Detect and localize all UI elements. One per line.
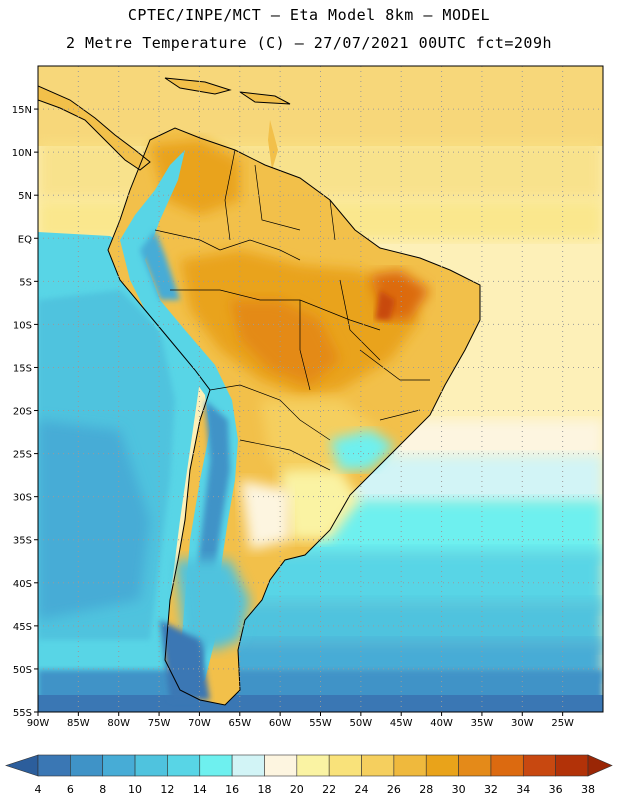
colorbar-swatch: [102, 754, 136, 777]
map-field: [38, 66, 603, 712]
colorbar-tick-label: 10: [128, 783, 142, 796]
colorbar-swatch: [37, 754, 71, 777]
colorbar-tick-label: 4: [35, 783, 42, 796]
lon-tick-label: 35W: [471, 718, 494, 729]
colorbar-tick-label: 18: [257, 783, 271, 796]
lon-tick-label: 70W: [188, 718, 211, 729]
colorbar-swatch: [231, 754, 265, 777]
chart-subtitle: 2 Metre Temperature (C) – 27/07/2021 00U…: [65, 34, 553, 52]
colorbar-min-arrow: [5, 754, 39, 777]
colorbar-tick-label: 38: [581, 783, 595, 796]
colorbar-tick-label: 12: [160, 783, 174, 796]
lat-tick-label: 50S: [13, 665, 32, 676]
lat-lon-grid: [38, 66, 603, 712]
colorbar-swatch: [199, 754, 233, 777]
colorbar-swatch: [555, 754, 589, 777]
colorbar-tick-label: 22: [322, 783, 336, 796]
lon-tick-label: 25W: [551, 718, 574, 729]
colorbar-swatch: [393, 754, 427, 777]
lat-tick-label: 30S: [13, 493, 32, 504]
lat-tick-label: 10S: [13, 320, 32, 331]
colorbar-swatch: [167, 754, 201, 777]
lon-tick-label: 75W: [148, 718, 171, 729]
colorbar-tick-label: 30: [452, 783, 466, 796]
lon-tick-label: 65W: [228, 718, 251, 729]
lon-tick-label: 30W: [511, 718, 534, 729]
colorbar-swatch: [296, 754, 330, 777]
colorbar-labels: 4 6 8 10 12 14 16 18 20 22 24 26 28 30 32 34 36 38: [35, 783, 596, 796]
colorbar-swatch: [134, 754, 168, 777]
colorbar-tick-label: 32: [484, 783, 498, 796]
colorbar-swatch: [70, 754, 104, 777]
colorbar-max-arrow: [587, 754, 613, 777]
colorbar-tick-label: 24: [355, 783, 369, 796]
country-borders: [154, 149, 430, 471]
colorbar-tick-label: 28: [419, 783, 433, 796]
colorbar-swatch: [264, 754, 298, 777]
chart-title: CPTEC/INPE/MCT – Eta Model 8km – MODEL: [127, 6, 491, 24]
colorbar-tick-label: 16: [225, 783, 239, 796]
lon-tick-label: 55W: [309, 718, 332, 729]
colorbar-swatch: [425, 754, 459, 777]
colorbar-tick-label: 6: [67, 783, 74, 796]
lat-tick-label: 40S: [13, 579, 32, 590]
colorbar-swatch: [328, 754, 362, 777]
lat-tick-label: 5S: [19, 277, 32, 288]
lat-tick-label: EQ: [18, 234, 32, 245]
lat-tick-label: 15S: [13, 363, 32, 374]
lat-tick-label: 15N: [12, 105, 32, 116]
colorbar-tick-label: 8: [99, 783, 106, 796]
colorbar-tick-label: 20: [290, 783, 304, 796]
colorbar-tick-label: 34: [516, 783, 530, 796]
lon-tick-label: 80W: [107, 718, 130, 729]
lat-tick-label: 45S: [13, 622, 32, 633]
coastline: [38, 77, 481, 706]
lat-tick-label: 5N: [18, 191, 32, 202]
colorbar-swatch: [361, 754, 395, 777]
lon-tick-label: 90W: [27, 718, 50, 729]
central-america-land: [38, 86, 150, 170]
colorbar-swatch: [458, 754, 492, 777]
longitude-labels: 90W 85W 80W 75W 70W 65W 60W 55W 50W 45W 40W 35W 30W 2…: [27, 718, 574, 729]
lat-tick-label: 10N: [12, 148, 32, 159]
colorbar-swatch: [522, 754, 556, 777]
latitude-labels: 15N 10N 5N EQ 5S 10S 15S 20S 25S 30S 35S 40S 45S 50S 5…: [12, 105, 32, 719]
lon-tick-label: 85W: [67, 718, 90, 729]
colorbar-tick-label: 26: [387, 783, 401, 796]
lat-tick-label: 20S: [13, 407, 32, 418]
colorbar: [5, 754, 613, 777]
lat-tick-label: 35S: [13, 536, 32, 547]
colorbar-swatch: [490, 754, 524, 777]
lat-tick-label: 25S: [13, 450, 32, 461]
colorbar-tick-label: 36: [549, 783, 563, 796]
lon-tick-label: 50W: [350, 718, 373, 729]
colorbar-tick-label: 14: [193, 783, 207, 796]
lon-tick-label: 60W: [269, 718, 292, 729]
lat-tick-label: 55S: [13, 708, 32, 719]
lon-tick-label: 45W: [390, 718, 413, 729]
lon-tick-label: 40W: [430, 718, 453, 729]
